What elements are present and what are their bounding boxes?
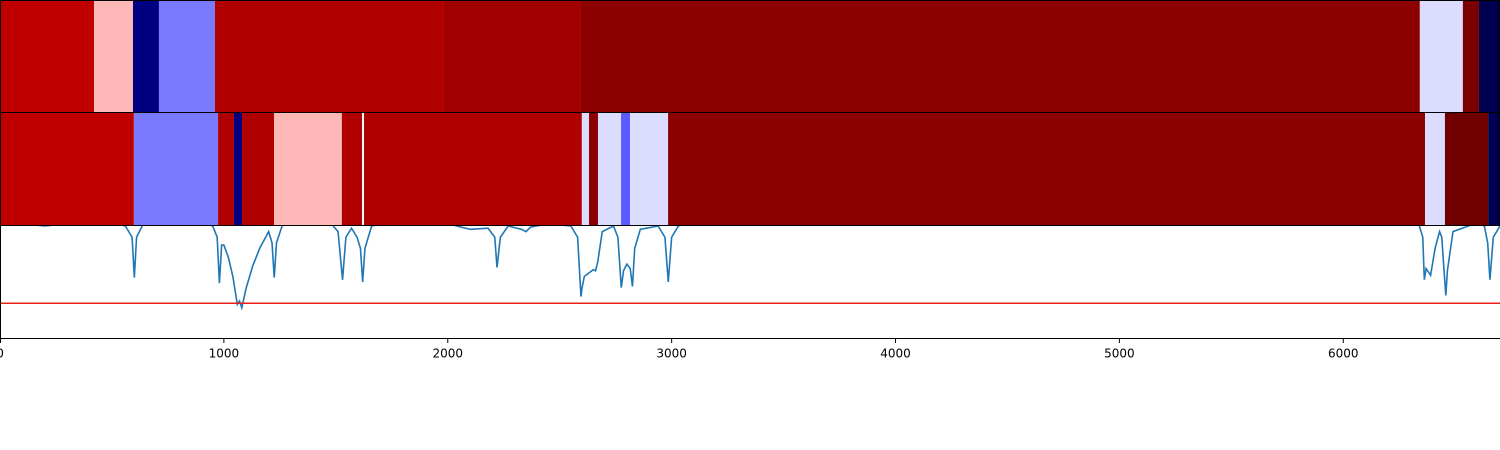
- segment: [233, 113, 243, 225]
- segment: [132, 1, 159, 112]
- segment: [443, 1, 581, 112]
- segment: [621, 113, 630, 225]
- x-tick-label: 0: [0, 347, 4, 361]
- segment: [589, 113, 598, 225]
- x-tick-label: 1000: [209, 347, 240, 361]
- segment: [214, 1, 444, 112]
- segment: [581, 113, 590, 225]
- segment: [668, 113, 1425, 225]
- segment: [1462, 1, 1479, 112]
- segment: [580, 1, 1420, 112]
- segment: [1425, 113, 1445, 225]
- x-tick-label: 3000: [656, 347, 687, 361]
- segment: [158, 1, 215, 112]
- segment: [218, 113, 234, 225]
- x-tick-label: 5000: [1104, 347, 1135, 361]
- segment: [1478, 1, 1500, 112]
- segment: [274, 113, 342, 225]
- segment: [597, 113, 622, 225]
- segment: [0, 113, 134, 225]
- segment: [364, 113, 582, 225]
- segment: [1488, 113, 1500, 225]
- segment: [362, 113, 365, 225]
- line-series: [36, 226, 1500, 311]
- segment: [133, 113, 219, 225]
- x-tick-label: 6000: [1328, 347, 1359, 361]
- segment: [1444, 113, 1489, 225]
- segment: [242, 113, 275, 225]
- segment: [341, 113, 363, 225]
- x-tick-label: 4000: [880, 347, 911, 361]
- x-tick-label: 2000: [432, 347, 463, 361]
- segment: [1419, 1, 1463, 112]
- segment: [0, 1, 95, 112]
- segment: [630, 113, 669, 225]
- segment: [94, 1, 133, 112]
